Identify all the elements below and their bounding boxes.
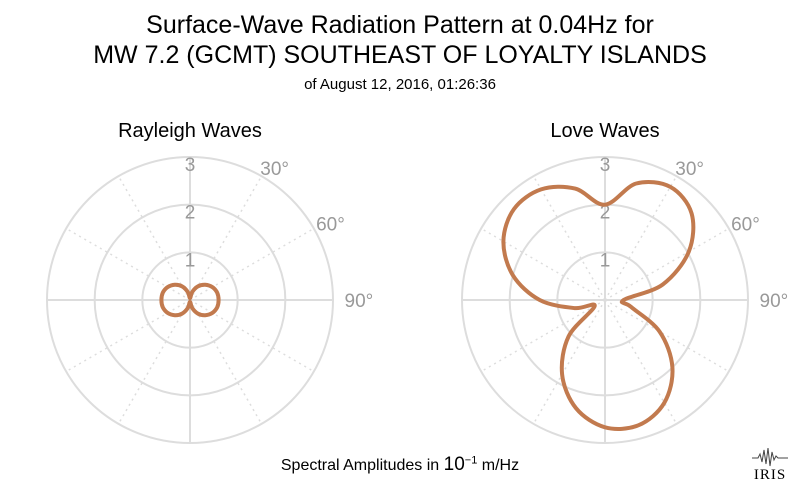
angle-spoke — [480, 299, 606, 373]
angle-tick-label: 30° — [260, 159, 289, 180]
radial-ring — [556, 251, 654, 349]
radiation-pattern-curve — [159, 282, 221, 318]
radial-tick-label: 2 — [185, 203, 196, 224]
footer-exponent: −1 — [464, 454, 478, 467]
angle-tick-label: 90° — [345, 291, 374, 312]
footer-prefix: Spectral Amplitudes in — [280, 457, 440, 474]
footer-base: 10 — [443, 454, 465, 475]
panel-title: Rayleigh Waves — [118, 120, 262, 142]
radial-tick-label: 1 — [185, 250, 196, 271]
angle-spoke — [189, 299, 263, 425]
radial-tick-label: 1 — [600, 250, 611, 271]
chart-subtitle: of August 12, 2016, 01:26:36 — [304, 76, 496, 93]
angle-spoke — [189, 175, 263, 301]
radial-tick-label: 3 — [185, 155, 196, 176]
logo-text: IRIS — [753, 467, 787, 483]
panel-title: Love Waves — [550, 120, 659, 142]
seismogram-icon — [752, 447, 788, 467]
amplitude-units-caption: Spectral Amplitudes in 10−1 m/Hz — [0, 454, 800, 476]
radial-tick-label: 3 — [600, 155, 611, 176]
angle-tick-label: 60° — [731, 215, 760, 236]
angle-spoke — [604, 227, 730, 301]
angle-tick-label: 60° — [316, 215, 345, 236]
chart-title-line2: MW 7.2 (GCMT) SOUTHEAST OF LOYALTY ISLAN… — [93, 41, 707, 69]
radial-tick-label: 2 — [600, 203, 611, 224]
angle-spoke — [532, 175, 606, 301]
angle-spoke — [189, 227, 315, 301]
angle-spoke — [189, 299, 315, 373]
angle-spoke — [65, 299, 191, 373]
radial-ring — [46, 156, 334, 444]
chart-title-line1: Surface-Wave Radiation Pattern at 0.04Hz… — [146, 11, 654, 39]
angle-tick-label: 90° — [760, 291, 789, 312]
radial-ring — [93, 203, 287, 397]
angle-spoke — [604, 299, 730, 373]
radial-ring — [141, 251, 239, 349]
angle-spoke — [532, 299, 606, 425]
footer-unit: m/Hz — [481, 457, 520, 474]
angle-spoke — [65, 227, 191, 301]
radial-ring — [461, 156, 749, 444]
iris-logo: IRIS — [750, 444, 790, 484]
angle-spoke — [604, 299, 678, 425]
angle-spoke — [117, 175, 191, 301]
angle-tick-label: 30° — [675, 159, 704, 180]
angle-spoke — [480, 227, 606, 301]
radiation-pattern-curve — [501, 179, 696, 431]
angle-spoke — [117, 299, 191, 425]
